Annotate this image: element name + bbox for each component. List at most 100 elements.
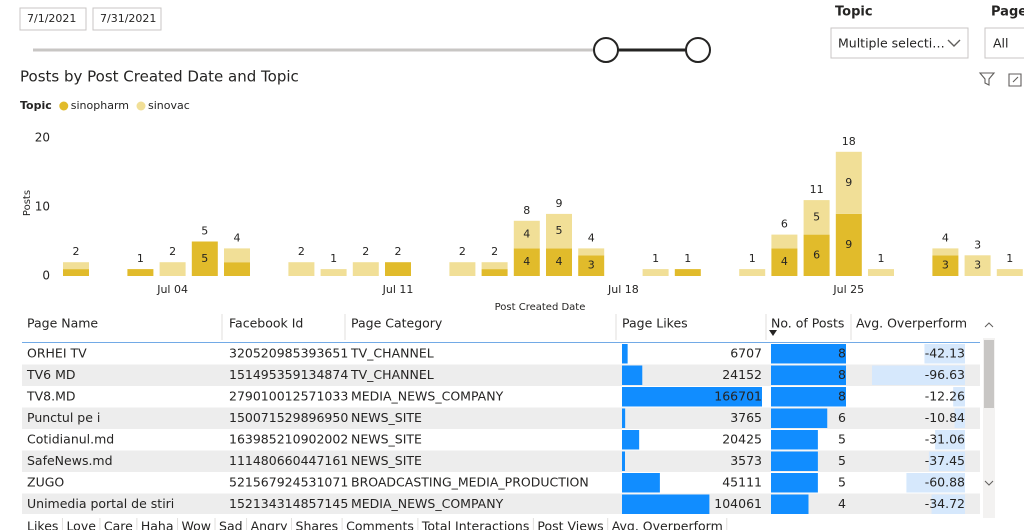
cell: 8 [838,388,846,403]
likes-bar [622,408,626,428]
column-header: Avg. Overperform [612,519,723,530]
cell: 5 [838,474,846,489]
bar-segment [835,151,862,214]
bar-segment [191,241,218,276]
total-label: 4 [588,231,595,244]
posts-bar [771,344,846,364]
bar-segment [481,262,508,270]
segment-label: 3 [942,259,949,272]
total-label: 18 [842,135,856,148]
cell: 104061 [714,496,762,511]
table: Page Name Facebook Id Page Category Page Li… [22,312,980,514]
total-label: 9 [556,197,563,210]
segment-label: 5 [556,224,563,237]
column-header: Facebook Id [229,316,303,331]
header-bg [22,312,980,343]
total-label: 1 [878,252,885,265]
bar-segment [996,269,1023,276]
total-label: 1 [749,252,756,265]
bar-segment [578,255,605,276]
scroll-up[interactable] [984,322,994,328]
bar-segment [803,234,830,276]
overperform-bar [953,387,965,407]
bar-segment [481,269,508,276]
total-label: 11 [810,183,824,196]
topic-label: Topic [835,5,873,20]
y-axis-title: Posts [22,190,33,216]
filter-icon[interactable] [978,72,996,86]
cell: 3573 [730,453,762,468]
column-header: No. of Posts [771,316,844,331]
overperform-bar [906,473,965,493]
column-header: Page Category [351,316,443,331]
topic-dropdown[interactable] [830,27,969,59]
date-end-box[interactable] [92,7,162,31]
likes-bar [622,451,626,471]
cell: 6 [838,410,846,425]
total-label: 2 [169,245,176,258]
segment-label: 4 [556,255,563,268]
bar-segment [513,248,540,276]
scroll-down[interactable] [984,480,994,486]
cell: TV_CHANNEL [350,345,434,360]
column-header: Avg. Overperform [856,316,967,331]
x-tick-label: Jul 11 [382,283,414,296]
bar-segment [546,213,572,249]
overperform-bar [931,494,965,514]
total-label: 2 [73,245,80,258]
segment-label: 4 [781,255,788,268]
cell: ZUGO [27,474,64,489]
date-start-box[interactable] [19,7,87,31]
bar-segment [385,262,411,276]
overperform-bar [954,408,965,428]
slider-handle-start[interactable] [593,37,619,63]
total-label: 2 [362,245,369,258]
cell: -37.45 [925,453,965,468]
row-bg [22,429,980,451]
total-label: 1 [684,252,691,265]
date-end: 7/31/2021 [100,12,156,25]
bar-segment [642,269,669,276]
cell: MEDIA_NEWS_COMPANY [351,496,504,511]
legend-swatch [136,101,146,111]
focus-icon[interactable] [1008,73,1022,87]
scrollbar-thumb[interactable] [984,340,994,408]
overperform-bar [935,430,965,450]
posts-bar [771,408,828,428]
bar-segment [224,248,250,263]
cell: 521567924531071 [229,474,348,489]
overperform-bar [928,451,965,471]
cell: -96.63 [925,367,965,382]
cell: 6707 [730,345,762,360]
cell: TV6 MD [26,367,76,382]
cell: SafeNews.md [27,453,113,468]
bar-segment [739,269,766,276]
cell: -42.13 [925,345,965,360]
slider-handle-end[interactable] [685,37,711,63]
row-bg [22,493,980,514]
bar-segment [159,262,186,276]
overperform-bar [872,365,965,385]
bar-segment [513,220,540,249]
page-dropdown[interactable] [984,27,1024,59]
x-tick-label: Jul 25 [832,283,864,296]
column-header: Total Interactions [421,519,530,530]
cell: 8 [838,367,846,382]
page-label: Page [991,5,1024,20]
column-header: Page Likes [622,316,688,331]
page-value: All [993,36,1009,51]
y-tick-label: 20 [35,131,50,145]
total-label: 2 [298,245,305,258]
column-header: Comments [346,519,414,530]
cell: 4 [838,496,846,511]
segment-label: 9 [845,238,852,251]
cell: 111480660447161 [229,453,348,468]
bar-segment [63,269,89,276]
likes-bar [622,344,628,364]
row-bg [22,364,980,386]
total-label: 1 [652,252,659,265]
cell: 5 [838,431,846,446]
legend-label: sinopharm [71,99,129,112]
